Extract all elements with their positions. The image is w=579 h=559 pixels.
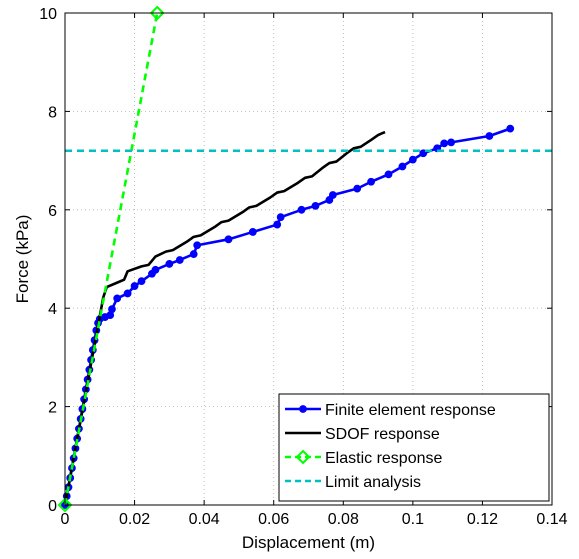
data-point bbox=[419, 149, 428, 158]
x-tick-label: 0.06 bbox=[258, 511, 289, 528]
y-tick-label: 0 bbox=[48, 498, 57, 515]
x-tick-label: 0.14 bbox=[536, 511, 567, 528]
data-point bbox=[367, 177, 376, 186]
data-point bbox=[440, 139, 449, 148]
series-line bbox=[63, 130, 386, 506]
data-point bbox=[151, 265, 160, 274]
legend-item: Elastic response bbox=[285, 449, 442, 467]
data-point bbox=[137, 277, 146, 286]
legend-box bbox=[278, 393, 550, 502]
y-tick-label: 4 bbox=[48, 301, 57, 318]
axis-ticks: 0 0.02 0.04 0.06 0.08 0.1 0.12 0.14 0 2 4 6 8 10 bbox=[39, 6, 567, 528]
y-tick-label: 10 bbox=[39, 6, 57, 23]
data-point bbox=[311, 201, 320, 210]
data-point bbox=[297, 205, 306, 214]
data-point bbox=[57, 497, 73, 513]
legend-item: Limit analysis bbox=[285, 474, 421, 491]
legend-label: Limit analysis bbox=[325, 474, 421, 491]
data-point bbox=[175, 256, 184, 264]
data-point bbox=[485, 132, 494, 140]
legend-label: Elastic response bbox=[325, 450, 442, 467]
y-tick-label: 8 bbox=[48, 104, 57, 121]
data-point bbox=[353, 184, 362, 193]
data-point bbox=[506, 124, 515, 133]
data-point bbox=[123, 289, 132, 298]
x-axis-label: Displacement (m) bbox=[242, 533, 375, 552]
legend-label: SDOF response bbox=[325, 426, 440, 443]
legend: Finite element response SDOF response Elas… bbox=[278, 393, 550, 502]
data-point bbox=[273, 220, 282, 229]
data-point bbox=[113, 294, 122, 303]
data-point bbox=[248, 228, 257, 236]
data-point bbox=[189, 250, 198, 258]
data-point bbox=[224, 235, 233, 244]
legend-item: Finite element response bbox=[285, 402, 496, 419]
data-point bbox=[130, 282, 139, 290]
y-axis-label: Force (kPa) bbox=[13, 215, 32, 304]
data-point bbox=[193, 241, 202, 250]
data-point bbox=[384, 170, 393, 179]
legend-item: SDOF response bbox=[285, 426, 440, 443]
data-point bbox=[276, 213, 285, 222]
x-tick-label: 0.02 bbox=[119, 511, 150, 528]
y-tick-label: 2 bbox=[48, 400, 57, 417]
legend-marker bbox=[299, 405, 307, 413]
data-point bbox=[447, 138, 456, 147]
x-tick-label: 0.08 bbox=[328, 511, 359, 528]
legend-marker bbox=[295, 449, 311, 465]
y-tick-label: 6 bbox=[48, 203, 57, 220]
data-point bbox=[108, 305, 116, 314]
data-point bbox=[398, 162, 407, 171]
series-layer bbox=[57, 5, 552, 513]
series-elastic-response bbox=[57, 5, 165, 513]
data-point bbox=[408, 155, 417, 164]
x-tick-label: 0.1 bbox=[402, 511, 424, 528]
data-point bbox=[165, 260, 174, 268]
series-sdof-response bbox=[63, 130, 386, 506]
data-point bbox=[149, 5, 165, 21]
x-tick-label: 0.04 bbox=[189, 511, 220, 528]
plot-frame bbox=[64, 12, 553, 506]
data-point bbox=[328, 191, 337, 199]
x-tick-label: 0.12 bbox=[467, 511, 498, 528]
x-tick-label: 0 bbox=[61, 511, 70, 528]
legend-label: Finite element response bbox=[325, 402, 496, 419]
